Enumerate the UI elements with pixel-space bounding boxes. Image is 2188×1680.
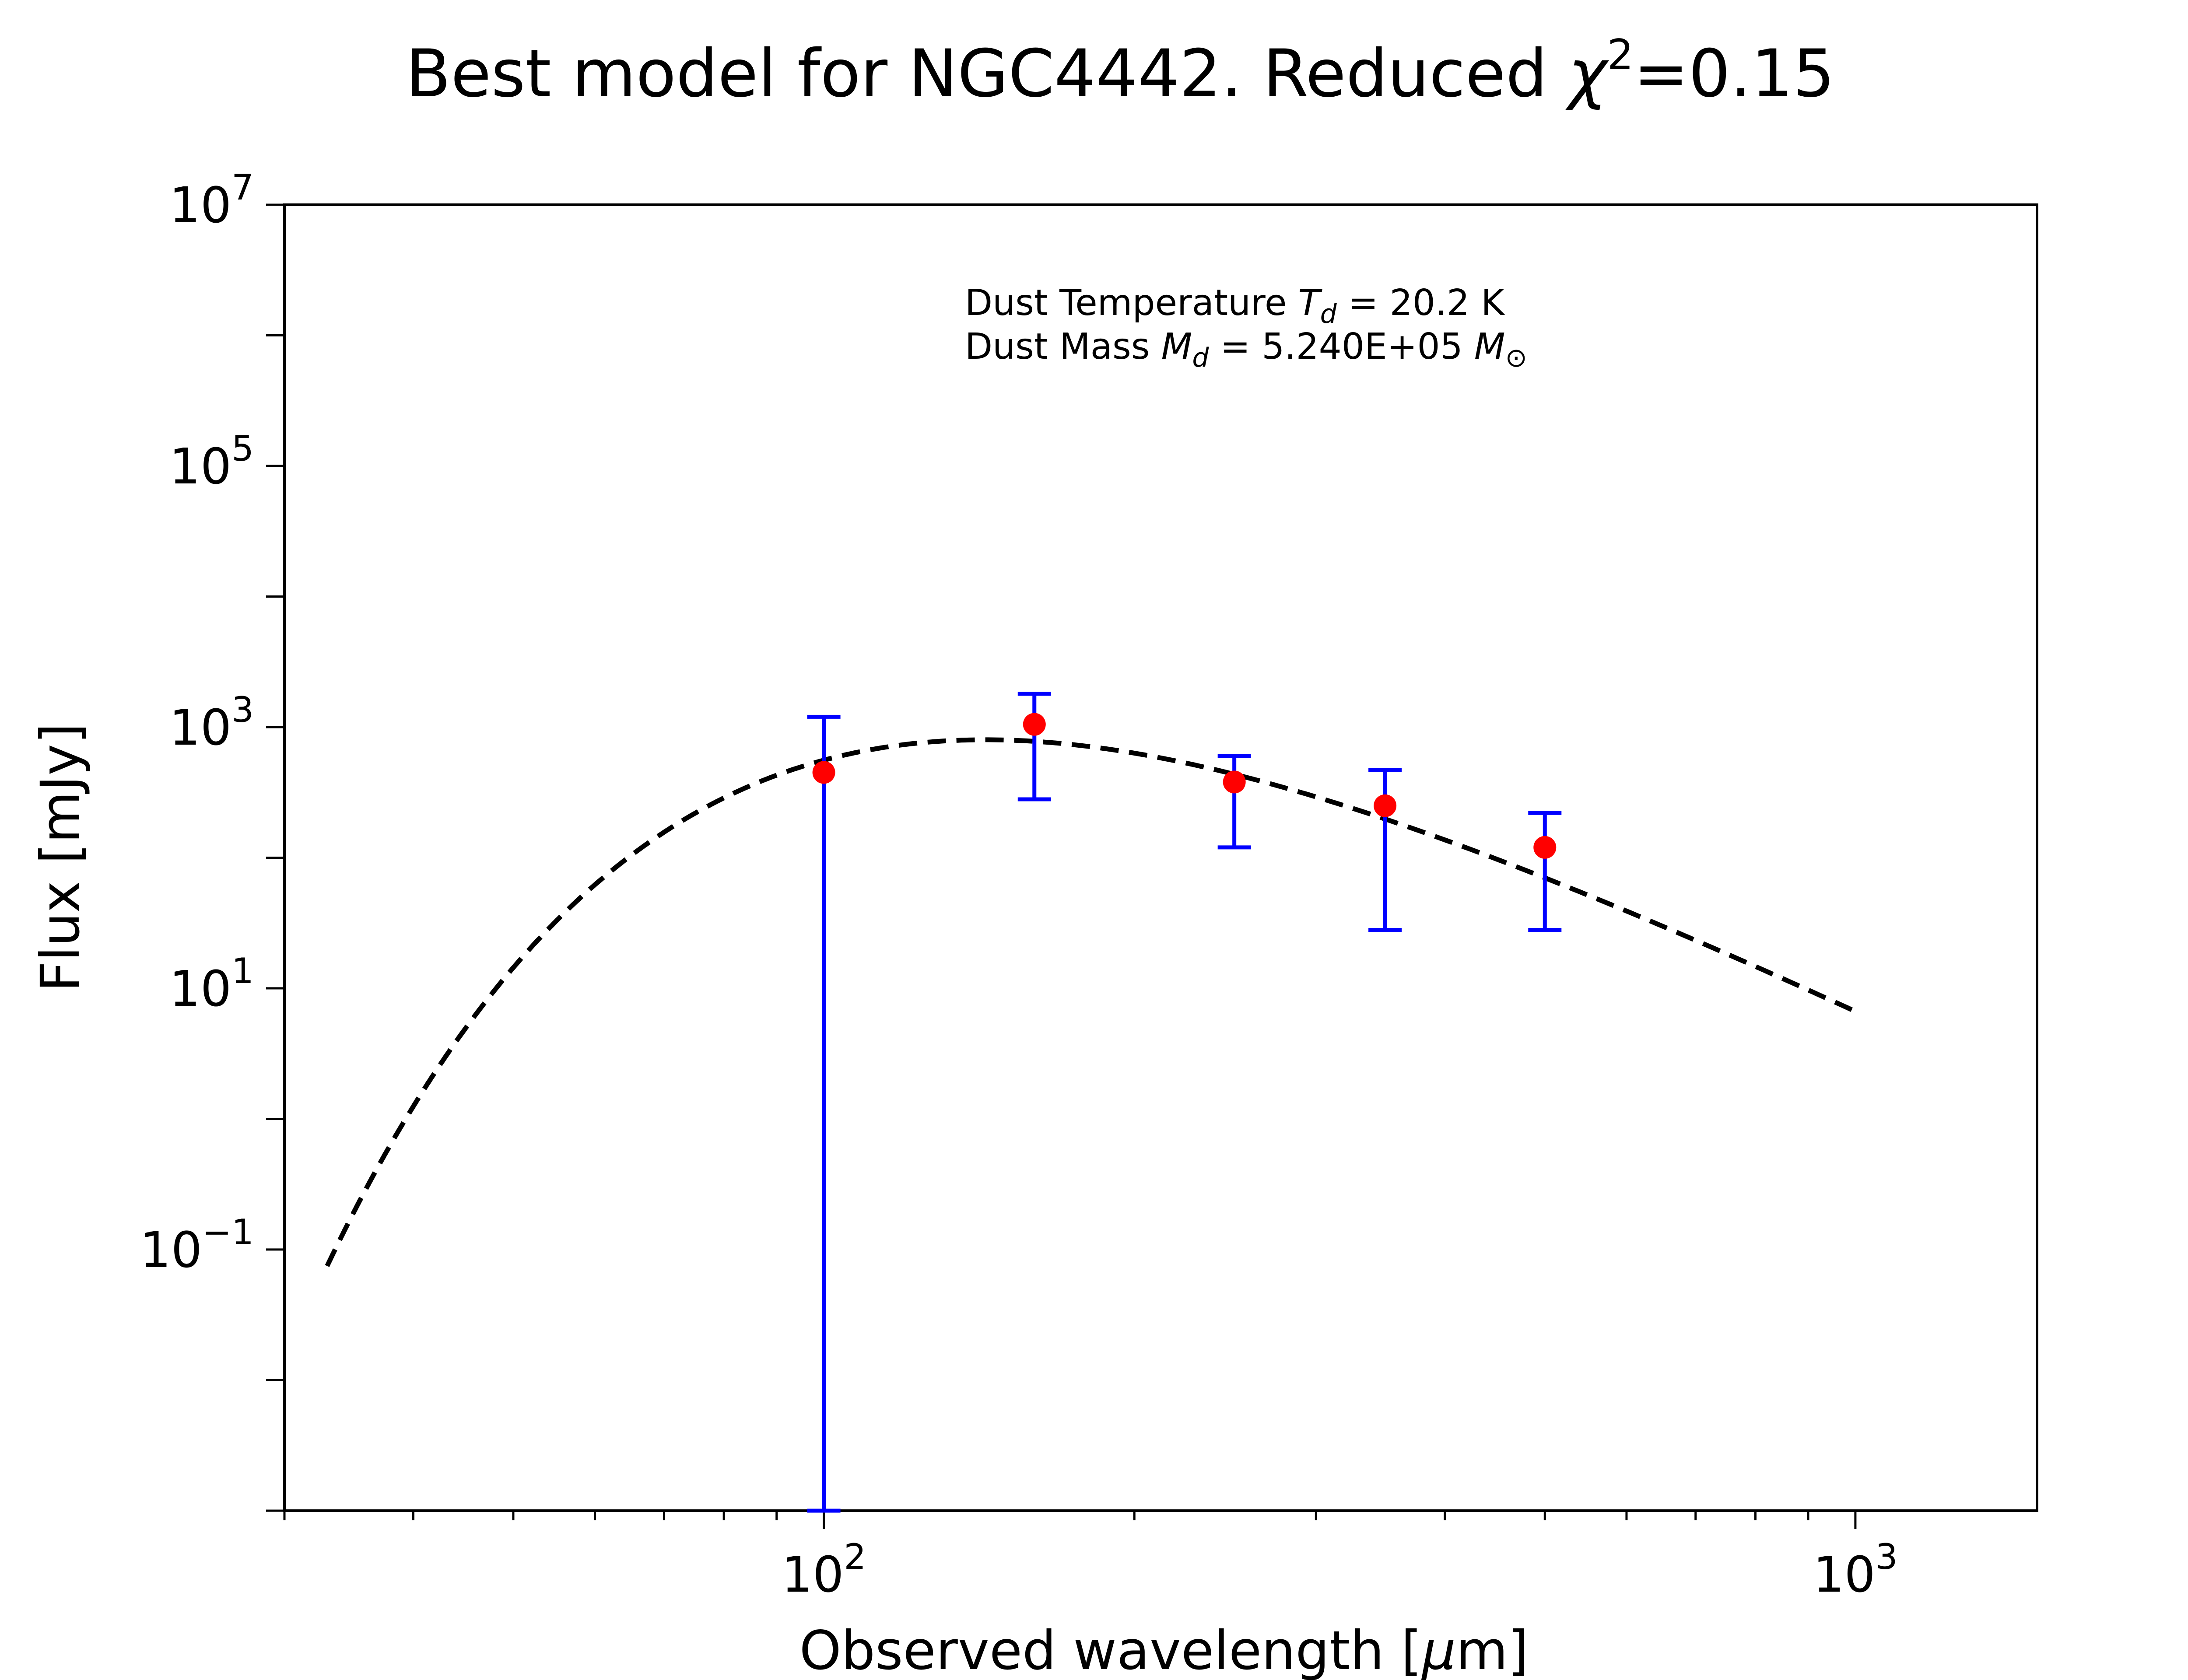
data-point: [812, 761, 835, 784]
data-point: [1374, 794, 1397, 817]
annotation-temperature: Dust Temperature Td = 20.2 K: [965, 282, 1505, 329]
data-point: [1223, 770, 1246, 794]
y-tick-label: 103: [169, 690, 254, 756]
plot-area: 102 103 107 105 103 101 10−1: [140, 167, 2038, 1603]
x-axis-label: Observed wavelength [μm]: [799, 1620, 1529, 1680]
x-tick-label: 103: [1813, 1536, 1897, 1603]
y-tick-label: 107: [169, 167, 254, 234]
annotation-mass: Dust Mass Md = 5.240E+05 M⊙: [965, 326, 1527, 373]
data-point: [1023, 713, 1046, 736]
y-axis-label: Flux [mJy]: [29, 723, 91, 992]
y-tick-label: 101: [169, 951, 254, 1018]
chart-title: Best model for NGC4442. Reduced χ2=0.15: [406, 31, 1834, 112]
x-tick-label: 102: [782, 1536, 866, 1603]
y-tick-label: 10−1: [140, 1212, 254, 1279]
data-point: [1533, 836, 1557, 859]
y-tick-label: 105: [169, 428, 254, 495]
fit-annotation: Dust Temperature Td = 20.2 K Dust Mass M…: [965, 282, 1527, 373]
model-curve: [325, 737, 1857, 1267]
